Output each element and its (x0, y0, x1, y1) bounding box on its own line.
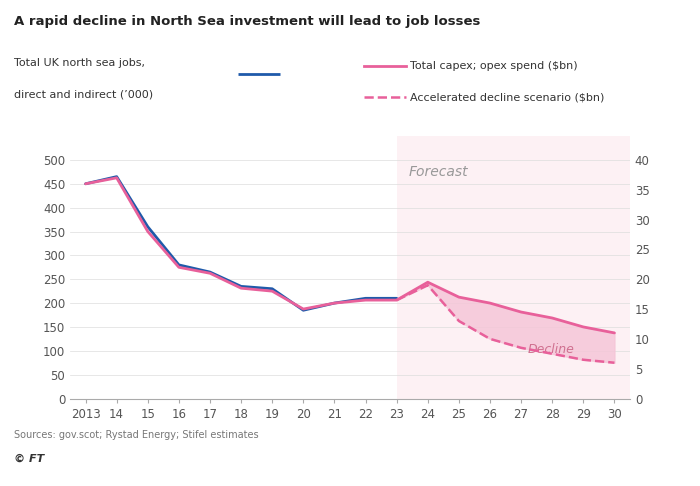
Text: A rapid decline in North Sea investment will lead to job losses: A rapid decline in North Sea investment … (14, 15, 480, 28)
Text: Forecast: Forecast (409, 165, 469, 179)
Text: Decline: Decline (527, 343, 574, 356)
Text: Sources: gov.scot; Rystad Energy; Stifel estimates: Sources: gov.scot; Rystad Energy; Stifel… (14, 430, 258, 440)
Text: Total UK north sea jobs,: Total UK north sea jobs, (14, 58, 145, 69)
Bar (397, 136, 633, 399)
Text: © FT: © FT (14, 454, 44, 464)
Text: Total capex; opex spend ($bn): Total capex; opex spend ($bn) (410, 61, 577, 70)
Text: Accelerated decline scenario ($bn): Accelerated decline scenario ($bn) (410, 92, 604, 102)
Text: direct and indirect (’000): direct and indirect (’000) (14, 90, 153, 100)
